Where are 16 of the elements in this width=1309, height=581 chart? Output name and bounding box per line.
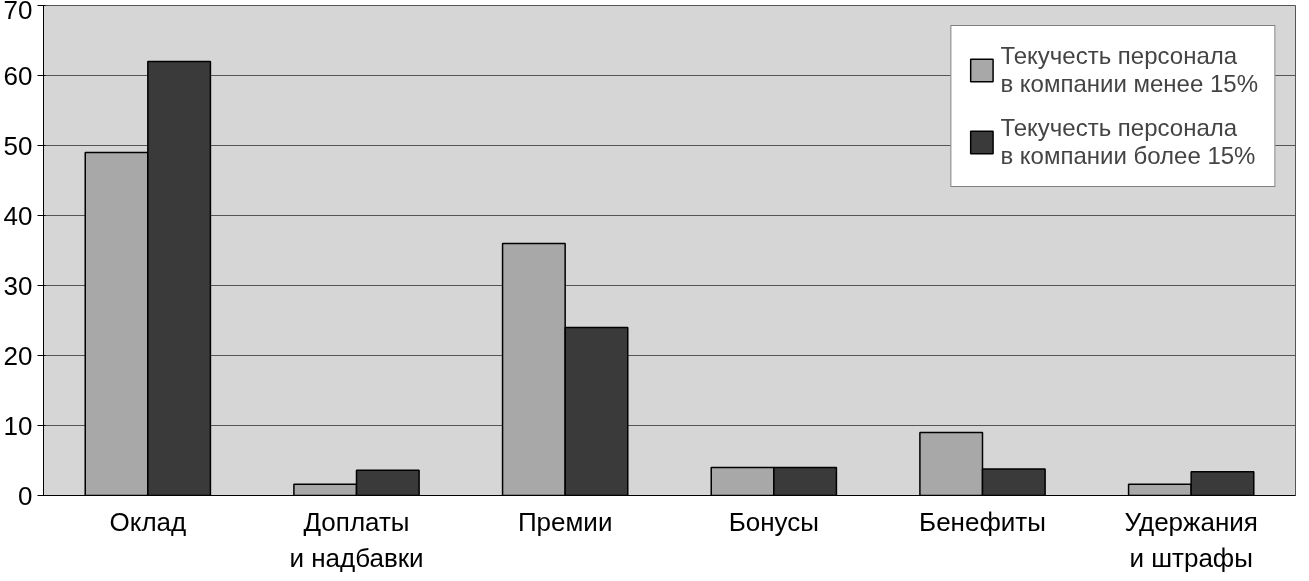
y-tick-label: 0 [18,480,33,511]
y-tick-label: 60 [3,60,33,91]
x-tick-label: Удержания и штрафы [1124,506,1258,573]
y-tick-label: 10 [3,410,33,441]
y-tick-label: 50 [3,130,33,161]
y-tick-label: 30 [3,270,33,301]
y-tick-label: 20 [3,340,33,371]
legend-label: Текучесть персонала в компании более 15% [1000,114,1256,170]
x-tick-label: Оклад [109,506,187,537]
x-tick-label: Бонусы [728,506,819,537]
x-tick-label: Бенефиты [919,506,1046,537]
y-tick-label: 70 [3,0,33,25]
x-tick-label: Доплаты и надбавки [289,506,424,573]
x-tick-label: Премии [517,506,613,537]
legend-label: Текучесть персонала в компании менее 15% [1000,42,1258,98]
y-tick-label: 40 [3,200,33,231]
